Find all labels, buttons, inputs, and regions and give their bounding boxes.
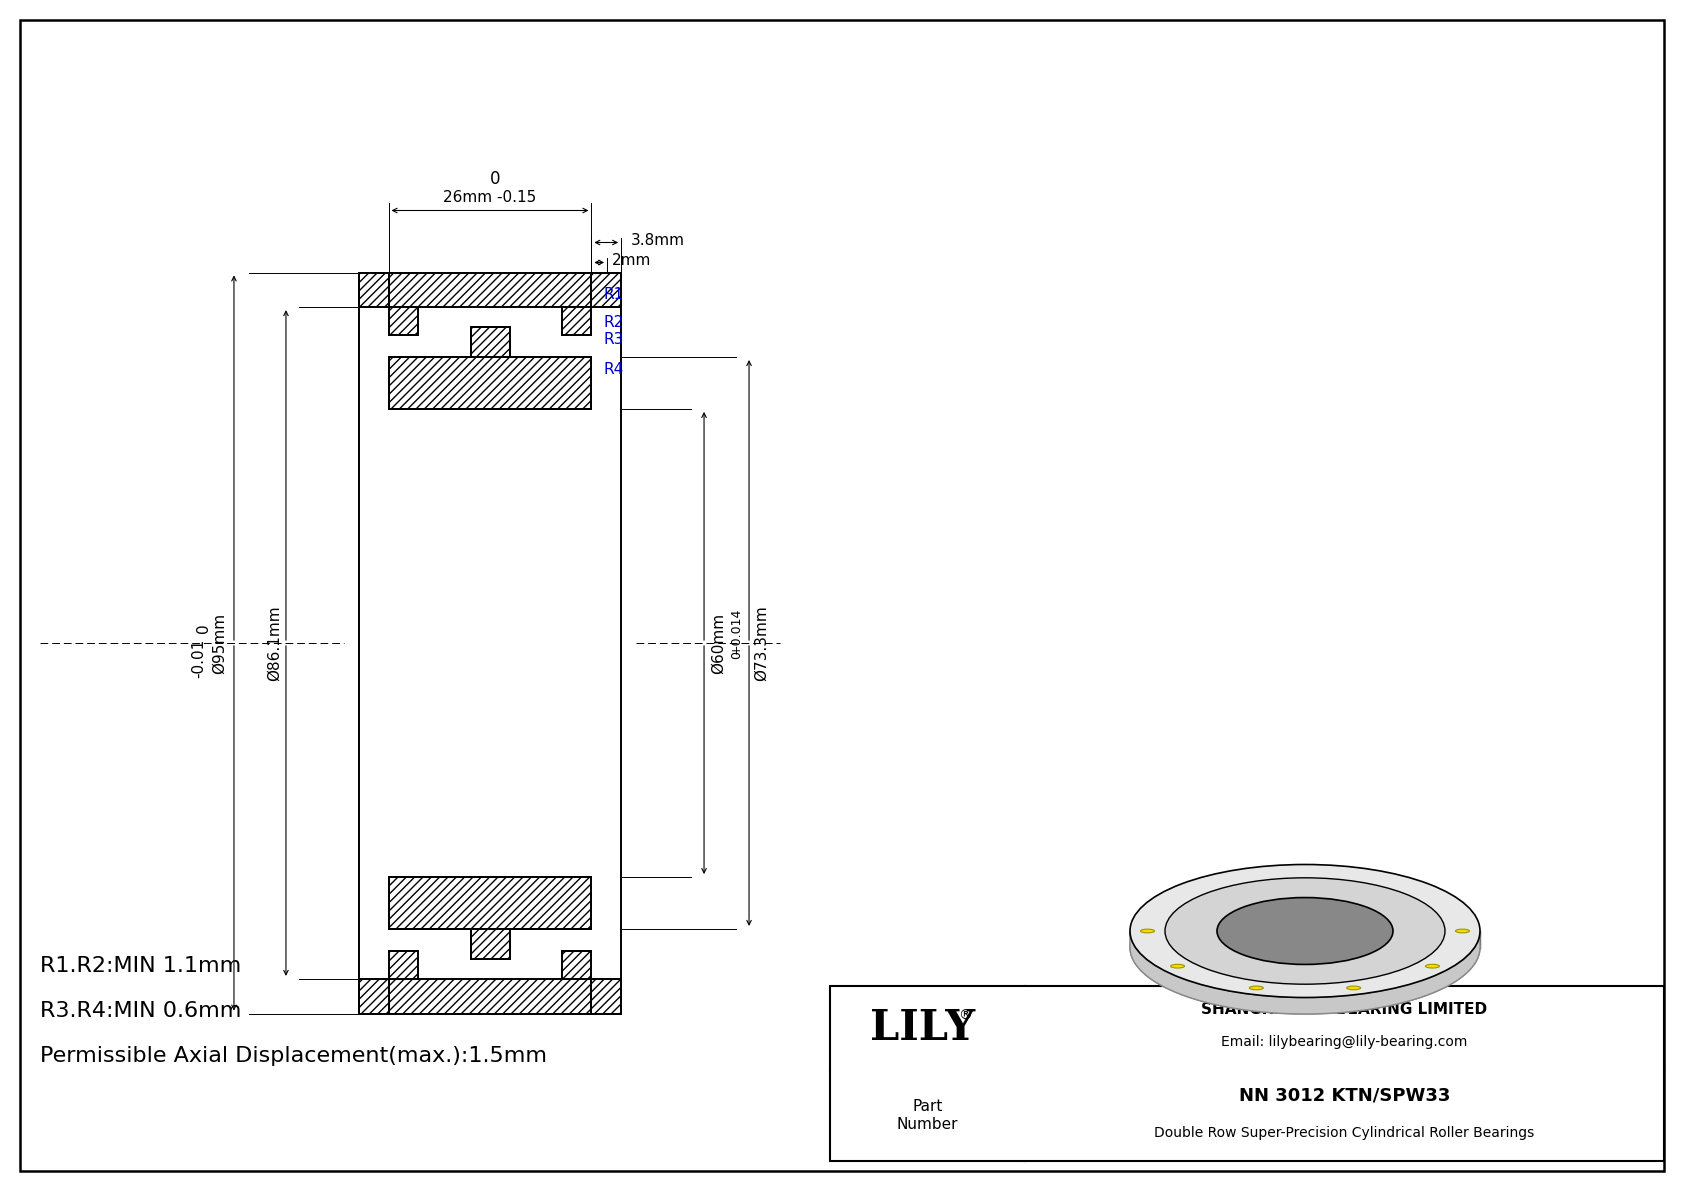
Polygon shape bbox=[389, 979, 591, 1014]
Text: 3.8mm: 3.8mm bbox=[632, 233, 685, 248]
Text: 0: 0 bbox=[490, 170, 500, 188]
Text: Ø95mm: Ø95mm bbox=[212, 612, 226, 674]
Ellipse shape bbox=[1250, 986, 1263, 990]
Text: Permissible Axial Displacement(max.):1.5mm: Permissible Axial Displacement(max.):1.5… bbox=[40, 1046, 547, 1066]
Polygon shape bbox=[562, 952, 591, 979]
Text: 26mm -0.15: 26mm -0.15 bbox=[443, 191, 537, 206]
Polygon shape bbox=[562, 307, 591, 335]
Text: NN 3012 KTN/SPW33: NN 3012 KTN/SPW33 bbox=[1239, 1086, 1450, 1104]
Text: Ø60mm: Ø60mm bbox=[711, 612, 726, 674]
Text: R3: R3 bbox=[603, 332, 623, 348]
Text: Ø73.3mm: Ø73.3mm bbox=[753, 605, 768, 681]
Text: 2mm: 2mm bbox=[611, 252, 652, 268]
Polygon shape bbox=[389, 952, 418, 979]
Ellipse shape bbox=[1165, 878, 1445, 984]
Text: Ø86.1mm: Ø86.1mm bbox=[266, 605, 281, 681]
Text: R1: R1 bbox=[603, 287, 623, 303]
Polygon shape bbox=[1130, 931, 1480, 1014]
Ellipse shape bbox=[1455, 929, 1470, 933]
Ellipse shape bbox=[1218, 898, 1393, 965]
Ellipse shape bbox=[1140, 929, 1155, 933]
Text: +0.014: +0.014 bbox=[729, 607, 743, 654]
Ellipse shape bbox=[1170, 965, 1184, 968]
Polygon shape bbox=[470, 328, 510, 357]
Ellipse shape bbox=[1130, 881, 1480, 1014]
Text: 0: 0 bbox=[731, 651, 744, 659]
Bar bbox=[830, 986, 1664, 1161]
Text: Double Row Super-Precision Cylindrical Roller Bearings: Double Row Super-Precision Cylindrical R… bbox=[1154, 1127, 1534, 1141]
Text: -0.01: -0.01 bbox=[192, 638, 207, 678]
Text: R2: R2 bbox=[603, 314, 623, 330]
Text: Part
Number: Part Number bbox=[898, 1099, 958, 1131]
Polygon shape bbox=[389, 357, 591, 409]
Text: SHANGHAI LILY BEARING LIMITED: SHANGHAI LILY BEARING LIMITED bbox=[1201, 1003, 1487, 1017]
Text: R4: R4 bbox=[603, 362, 623, 378]
Text: R1.R2:MIN 1.1mm: R1.R2:MIN 1.1mm bbox=[40, 956, 241, 975]
Polygon shape bbox=[389, 273, 591, 307]
Ellipse shape bbox=[1425, 965, 1440, 968]
Ellipse shape bbox=[1130, 865, 1480, 998]
Polygon shape bbox=[389, 307, 418, 335]
Ellipse shape bbox=[1347, 986, 1361, 990]
Text: 0: 0 bbox=[197, 623, 212, 632]
Polygon shape bbox=[470, 929, 510, 959]
Text: LILY: LILY bbox=[871, 1008, 975, 1049]
Polygon shape bbox=[389, 877, 591, 929]
Text: ®: ® bbox=[958, 1009, 972, 1023]
Text: Email: lilybearing@lily-bearing.com: Email: lilybearing@lily-bearing.com bbox=[1221, 1035, 1468, 1049]
Text: R3.R4:MIN 0.6mm: R3.R4:MIN 0.6mm bbox=[40, 1000, 241, 1021]
Polygon shape bbox=[359, 979, 389, 1014]
Polygon shape bbox=[591, 979, 621, 1014]
Polygon shape bbox=[359, 273, 389, 307]
Polygon shape bbox=[591, 273, 621, 307]
